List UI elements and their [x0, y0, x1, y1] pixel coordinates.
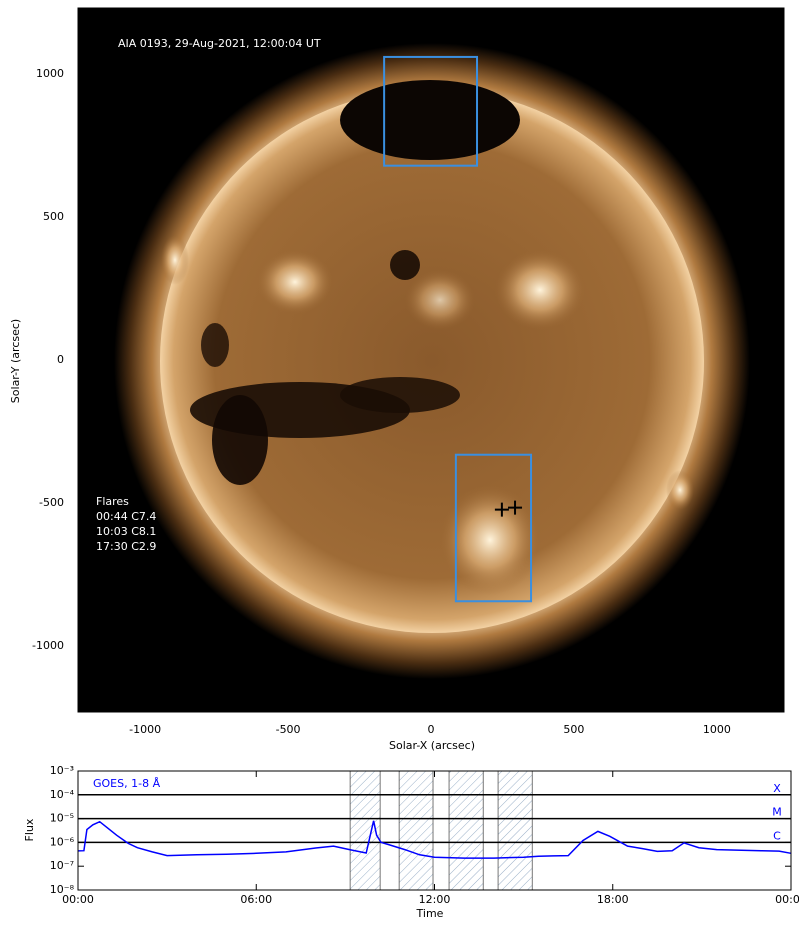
y-tick-label: 500	[43, 210, 64, 223]
x-tick-label: -500	[276, 723, 301, 736]
flare-marker	[494, 502, 509, 517]
flare-title: Flares	[96, 495, 129, 508]
goes-panel: Time Flux XMC 10⁻⁸ 10⁻⁷ 10⁻⁶ 10⁻⁵ 10⁻⁴ 10⁻³ 00:…	[23, 764, 799, 920]
x-tick-label: 00:00	[62, 893, 94, 906]
y-tick-label: 1000	[36, 67, 64, 80]
y-axis-label: Flux	[23, 818, 36, 841]
y-tick-label: 10⁻⁷	[50, 859, 74, 872]
y-tick-label: 10⁻⁵	[50, 812, 74, 825]
y-tick-label: 10⁻⁶	[50, 835, 75, 848]
class-label: X	[773, 782, 781, 795]
image-annotation: AIA 0193, 29-Aug-2021, 12:00:04 UT	[118, 37, 321, 50]
time-window	[497, 770, 533, 891]
x-tick-label: 0	[428, 723, 435, 736]
x-tick-label: 06:00	[240, 893, 272, 906]
x-tick-label: -1000	[129, 723, 161, 736]
x-tick-label: 12:00	[419, 893, 451, 906]
y-tick-label: 0	[57, 353, 64, 366]
solar-image	[114, 43, 750, 679]
x-tick-label: 500	[563, 723, 584, 736]
region-box	[454, 453, 533, 603]
y-tick-label: -500	[39, 496, 64, 509]
y-tick-label: 10⁻⁸	[50, 883, 75, 896]
solar-map: AIA 0193, 29-Aug-2021, 12:00:04 UT Flare…	[9, 7, 785, 752]
flare-marker	[508, 500, 523, 515]
x-axis-label: Solar-X (arcsec)	[389, 739, 475, 752]
x-tick-label: 18:00	[597, 893, 629, 906]
y-axis-label: Solar-Y (arcsec)	[9, 319, 22, 403]
flare-entry: 10:03 C8.1	[96, 525, 156, 538]
y-tick-label: -1000	[32, 639, 64, 652]
x-tick-label: 1000	[703, 723, 731, 736]
flux-line	[77, 820, 792, 859]
class-label: M	[772, 806, 782, 819]
legend-label: GOES, 1-8 Å	[93, 777, 161, 790]
plot-frame	[77, 770, 792, 891]
y-tick-label: 10⁻³	[50, 764, 74, 777]
time-window	[398, 770, 434, 891]
flare-entry: 00:44 C7.4	[96, 510, 156, 523]
flare-entry: 17:30 C2.9	[96, 540, 156, 553]
time-window	[448, 770, 484, 891]
region-box	[383, 55, 479, 167]
x-tick-label: 00:00	[775, 893, 799, 906]
plot-background	[78, 771, 791, 890]
class-label: C	[773, 829, 781, 842]
x-axis-label: Time	[416, 907, 444, 920]
y-tick-label: 10⁻⁴	[50, 788, 75, 801]
